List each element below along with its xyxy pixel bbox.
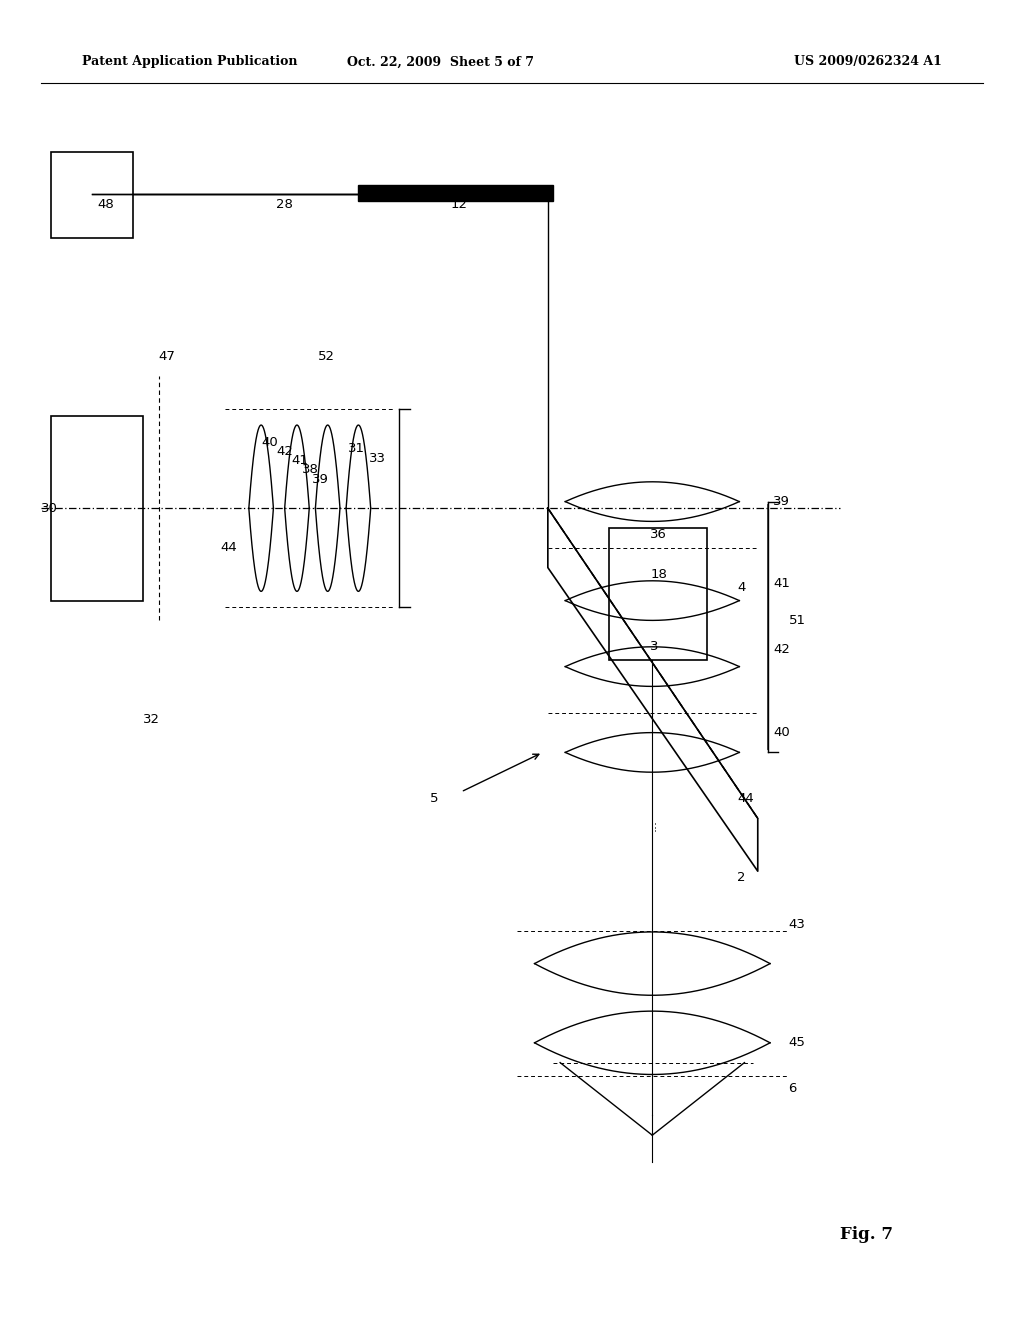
Text: 39: 39 [312, 473, 329, 486]
Text: 38: 38 [302, 463, 318, 477]
Text: 5: 5 [430, 792, 438, 805]
Text: 44: 44 [737, 792, 754, 805]
Text: Patent Application Publication: Patent Application Publication [82, 55, 297, 69]
Text: 43: 43 [788, 917, 805, 931]
Text: ...: ... [646, 818, 658, 832]
Text: Oct. 22, 2009  Sheet 5 of 7: Oct. 22, 2009 Sheet 5 of 7 [347, 55, 534, 69]
Text: 51: 51 [788, 614, 806, 627]
Text: 48: 48 [97, 198, 114, 211]
Text: 12: 12 [451, 198, 468, 211]
Text: 40: 40 [773, 726, 790, 739]
Text: 47: 47 [159, 350, 175, 363]
Text: 45: 45 [788, 1036, 805, 1049]
Text: 3: 3 [650, 640, 658, 653]
Text: 42: 42 [773, 643, 790, 656]
Text: 2: 2 [737, 871, 745, 884]
Text: 39: 39 [773, 495, 790, 508]
Text: 6: 6 [788, 1082, 797, 1096]
Text: 42: 42 [276, 445, 293, 458]
Bar [51, 152, 133, 238]
Text: 40: 40 [261, 436, 278, 449]
Bar [51, 416, 143, 601]
Text: 32: 32 [143, 713, 161, 726]
Text: 30: 30 [41, 502, 57, 515]
Text: 28: 28 [276, 198, 293, 211]
Text: 52: 52 [317, 350, 335, 363]
Text: 44: 44 [220, 541, 237, 554]
Text: 36: 36 [650, 528, 667, 541]
Text: 41: 41 [292, 454, 308, 467]
Text: 41: 41 [773, 577, 790, 590]
Text: 31: 31 [348, 442, 366, 455]
Text: US 2009/0262324 A1: US 2009/0262324 A1 [795, 55, 942, 69]
Text: 18: 18 [650, 568, 667, 581]
Text: Fig. 7: Fig. 7 [840, 1226, 893, 1242]
Bar [358, 185, 553, 201]
Bar [609, 528, 707, 660]
Text: 4: 4 [737, 581, 745, 594]
Text: 33: 33 [369, 451, 386, 465]
